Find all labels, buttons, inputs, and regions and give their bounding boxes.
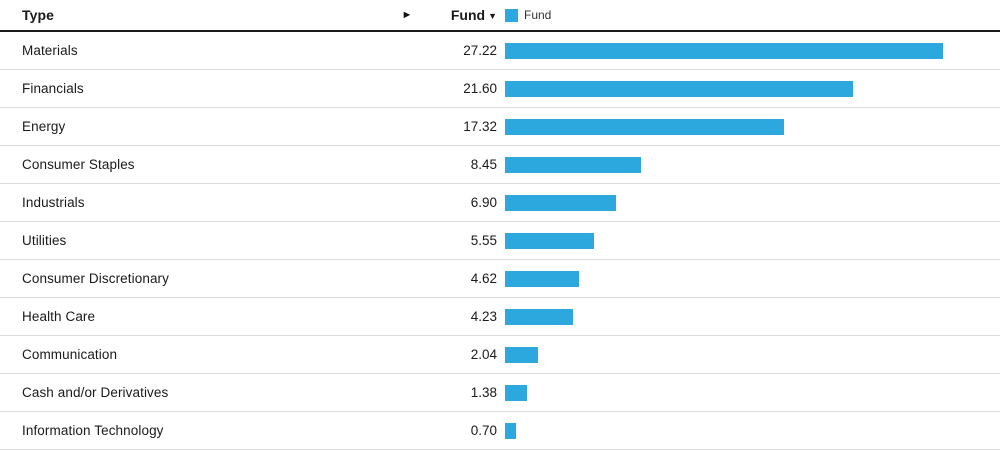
sector-label: Financials — [22, 81, 84, 96]
fund-bar — [505, 422, 517, 439]
scroll-right-icon[interactable]: ► — [401, 8, 413, 21]
bar-track — [505, 194, 988, 211]
fund-column-label: Fund — [450, 7, 486, 23]
table-row: Consumer Discretionary 4.62 — [0, 260, 1000, 298]
fund-bar — [505, 384, 528, 401]
fund-value: 2.04 — [470, 347, 497, 362]
fund-value: 5.55 — [470, 233, 497, 248]
fund-value: 21.60 — [463, 81, 497, 96]
table-row: Information Technology 0.70 — [0, 412, 1000, 450]
sector-label: Information Technology — [22, 423, 164, 438]
fund-bar — [505, 42, 944, 59]
fund-value: 6.90 — [470, 195, 497, 210]
fund-bar — [505, 156, 642, 173]
fund-value: 27.22 — [463, 43, 497, 58]
fund-value: 0.70 — [470, 423, 497, 438]
sector-label: Energy — [22, 119, 66, 134]
bar-track — [505, 42, 988, 59]
table-row: Communication 2.04 — [0, 336, 1000, 374]
bar-track — [505, 384, 988, 401]
table-row: Financials 21.60 — [0, 70, 1000, 108]
fund-column-sort-header[interactable]: Fund ▼ — [422, 7, 497, 23]
sort-descending-icon: ▼ — [488, 11, 497, 21]
sector-label: Utilities — [22, 233, 67, 248]
bar-track — [505, 346, 988, 363]
bar-track — [505, 80, 988, 97]
fund-bar — [505, 346, 538, 363]
fund-bar — [505, 270, 580, 287]
sector-label: Cash and/or Derivatives — [22, 385, 169, 400]
legend-swatch-icon — [505, 8, 518, 22]
table-row: Utilities 5.55 — [0, 222, 1000, 260]
table-row: Energy 17.32 — [0, 108, 1000, 146]
fund-bar — [505, 118, 784, 135]
legend-label: Fund — [524, 8, 552, 22]
fund-value: 1.38 — [470, 385, 497, 400]
bar-track — [505, 270, 988, 287]
table-header-row: Type ► Fund ▼ Fund — [0, 0, 1000, 32]
table-body: Materials 27.22 Financials 21.60 Energy … — [0, 32, 1000, 450]
sector-label: Communication — [22, 347, 118, 362]
fund-bar — [505, 80, 853, 97]
fund-value: 4.62 — [470, 271, 497, 286]
bar-track — [505, 156, 988, 173]
fund-value: 4.23 — [470, 309, 497, 324]
sector-label: Consumer Staples — [22, 157, 135, 172]
bar-track — [505, 118, 988, 135]
fund-bar — [505, 194, 617, 211]
sector-label: Industrials — [22, 195, 85, 210]
table-row: Industrials 6.90 — [0, 184, 1000, 222]
fund-value: 8.45 — [470, 157, 497, 172]
sector-label: Health Care — [22, 309, 96, 324]
chart-legend: Fund — [505, 8, 988, 22]
type-column-header: Type — [22, 7, 55, 23]
bar-track — [505, 232, 988, 249]
bar-track — [505, 308, 988, 325]
fund-bar — [505, 308, 574, 325]
table-row: Health Care 4.23 — [0, 298, 1000, 336]
fund-value: 17.32 — [463, 119, 497, 134]
table-row: Consumer Staples 8.45 — [0, 146, 1000, 184]
bar-track — [505, 422, 988, 439]
sector-label: Consumer Discretionary — [22, 271, 169, 286]
fund-bar — [505, 232, 595, 249]
table-row: Cash and/or Derivatives 1.38 — [0, 374, 1000, 412]
sector-label: Materials — [22, 43, 78, 58]
table-row: Materials 27.22 — [0, 32, 1000, 70]
